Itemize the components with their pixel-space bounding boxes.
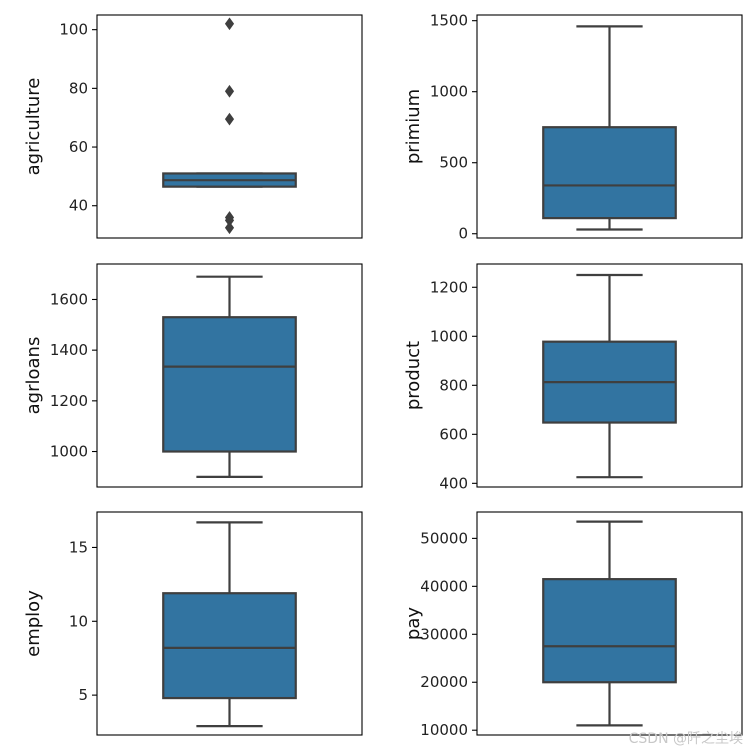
y-axis-label: agrloans	[23, 337, 44, 415]
y-tick-label: 1000	[430, 83, 468, 101]
axes-frame	[96, 263, 363, 488]
iqr-box	[162, 316, 297, 453]
y-tick-label: 10	[69, 612, 88, 630]
y-tick-label: 50000	[420, 529, 468, 547]
subplot-pay: 10000 20000 30000 40000 50000 pay	[403, 511, 743, 739]
y-tick-label: 600	[439, 425, 468, 443]
y-tick-label: 1500	[430, 12, 468, 30]
y-axis-label: employ	[23, 590, 44, 657]
y-tick-label: 1400	[50, 341, 88, 359]
outlier-point	[224, 221, 235, 235]
y-tick-label: 400	[439, 474, 468, 492]
y-axis-label: product	[403, 341, 424, 410]
subplot-agrloans: 1000 1200 1400 1600 agrloans	[23, 263, 363, 488]
y-tick-label: 1000	[50, 443, 88, 461]
subplot-primium: 0 500 1000 1500 primium	[403, 12, 743, 243]
y-tick-label: 1000	[430, 327, 468, 345]
y-axis-label: agriculture	[23, 78, 44, 176]
iqr-box	[542, 126, 677, 220]
y-axis-label: primium	[403, 89, 424, 164]
y-tick-label: 100	[59, 21, 88, 39]
y-tick-label: 40	[69, 197, 88, 215]
y-tick-label: 0	[458, 225, 468, 243]
iqr-box	[542, 578, 677, 684]
axes-frame	[96, 14, 363, 239]
y-tick-label: 500	[439, 154, 468, 172]
y-tick-label: 1600	[50, 290, 88, 308]
y-tick-label: 5	[78, 686, 88, 704]
y-tick-label: 10000	[420, 721, 468, 739]
iqr-box	[162, 592, 297, 700]
y-tick-label: 80	[69, 79, 88, 97]
subplot-employ: 5 10 15 employ	[23, 511, 363, 736]
axes-frame	[96, 511, 363, 736]
outlier-point	[224, 84, 235, 98]
axes-frame	[476, 14, 743, 239]
y-axis-label: pay	[403, 607, 424, 640]
y-tick-label: 1200	[430, 278, 468, 296]
y-tick-label: 30000	[420, 625, 468, 643]
outlier-point	[224, 17, 235, 31]
y-tick-label: 15	[69, 538, 88, 556]
subplot-agriculture: 40 60 80 100 agriculture	[23, 14, 363, 239]
y-tick-label: 800	[439, 376, 468, 394]
y-tick-label: 60	[69, 138, 88, 156]
y-tick-label: 20000	[420, 673, 468, 691]
outlier-point	[224, 112, 235, 126]
watermark-text: CSDN @阡之尘埃	[628, 731, 743, 747]
axes-frame	[476, 263, 743, 488]
axes-frame	[476, 511, 743, 736]
y-tick-label: 1200	[50, 392, 88, 410]
subplot-product: 400 600 800 1000 1200 product	[403, 263, 743, 492]
y-tick-label: 40000	[420, 577, 468, 595]
